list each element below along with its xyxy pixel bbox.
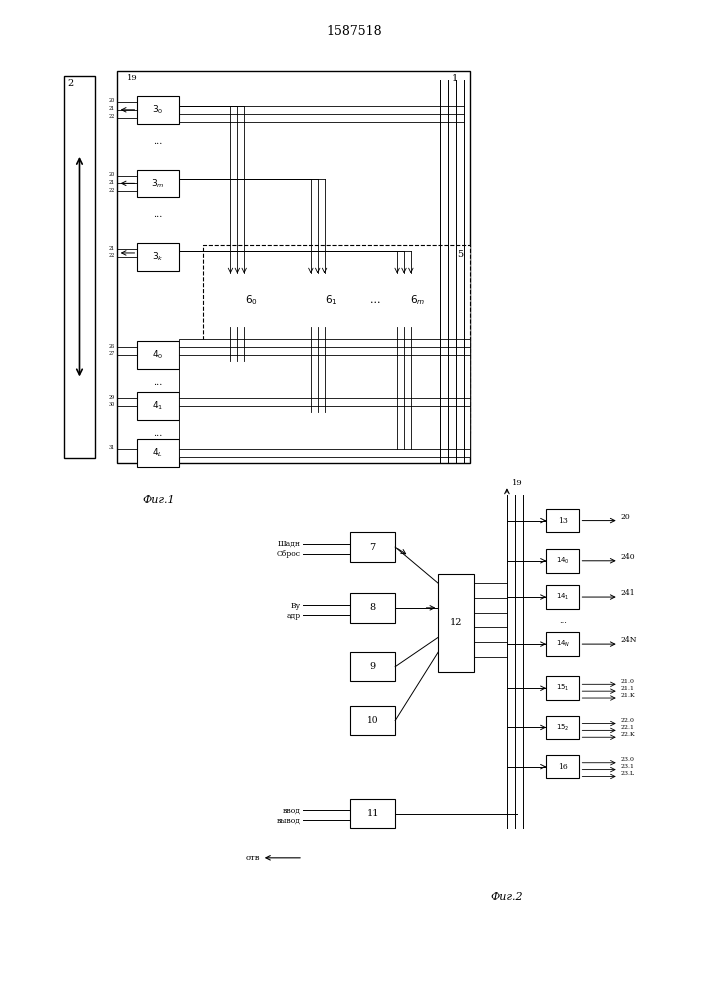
Text: 10: 10: [367, 716, 378, 725]
Text: $15_2$: $15_2$: [556, 722, 570, 733]
Text: 22: 22: [109, 253, 115, 258]
Text: $4_1$: $4_1$: [152, 400, 163, 412]
Text: 21: 21: [109, 106, 115, 111]
Text: 31: 31: [109, 445, 115, 450]
Text: 12: 12: [450, 618, 462, 627]
Text: $15_1$: $15_1$: [556, 683, 570, 693]
Bar: [350, 532, 395, 562]
Bar: [137, 170, 178, 197]
Text: 21.K: 21.K: [621, 693, 636, 698]
Text: 5: 5: [457, 250, 463, 259]
Text: 19: 19: [127, 74, 137, 82]
Text: 19: 19: [512, 479, 522, 487]
Bar: [203, 245, 469, 433]
Text: 22: 22: [109, 114, 115, 119]
Text: 7: 7: [370, 543, 375, 552]
Bar: [178, 339, 469, 457]
Text: Сброс: Сброс: [277, 550, 301, 558]
Text: 21.1: 21.1: [621, 686, 635, 691]
Bar: [137, 243, 178, 271]
Text: $4_L$: $4_L$: [153, 447, 163, 459]
Text: 13: 13: [558, 517, 568, 525]
Text: $14_0$: $14_0$: [556, 556, 570, 566]
Text: $6_1$: $6_1$: [325, 293, 338, 307]
Bar: [137, 439, 178, 467]
Bar: [546, 509, 580, 532]
Bar: [221, 273, 281, 327]
Text: Ву: Ву: [291, 602, 301, 610]
Text: 2: 2: [68, 79, 74, 88]
Text: $3_0$: $3_0$: [152, 104, 163, 116]
Text: $6_m$: $6_m$: [410, 293, 426, 307]
Bar: [546, 549, 580, 573]
Text: 22.0: 22.0: [621, 718, 635, 723]
Text: $4_0$: $4_0$: [152, 349, 163, 361]
Bar: [546, 585, 580, 609]
Text: 21.0: 21.0: [621, 679, 635, 684]
Text: ...: ...: [370, 295, 381, 305]
Bar: [546, 716, 580, 739]
Bar: [64, 76, 95, 458]
Text: 9: 9: [370, 662, 375, 671]
Text: ...: ...: [153, 210, 163, 219]
Bar: [301, 273, 362, 327]
Text: 11: 11: [366, 809, 379, 818]
Bar: [350, 706, 395, 735]
Text: 30: 30: [108, 402, 115, 407]
Bar: [117, 71, 469, 463]
Text: 241: 241: [621, 589, 636, 597]
Bar: [387, 273, 448, 327]
Bar: [546, 755, 580, 778]
Text: 22: 22: [109, 188, 115, 193]
Text: отв: отв: [245, 854, 260, 862]
Text: $6_0$: $6_0$: [245, 293, 257, 307]
Text: $3_m$: $3_m$: [151, 177, 165, 190]
Bar: [137, 341, 178, 369]
Text: 20: 20: [621, 513, 631, 521]
Text: ...: ...: [153, 429, 163, 438]
Text: Фиг.2: Фиг.2: [491, 892, 523, 902]
Text: $14_1$: $14_1$: [556, 592, 570, 602]
Bar: [546, 676, 580, 700]
Text: 1: 1: [452, 74, 458, 83]
Text: вывод: вывод: [277, 817, 301, 825]
Text: 22.K: 22.K: [621, 732, 636, 737]
Bar: [137, 96, 178, 124]
Text: 20: 20: [108, 172, 115, 177]
Bar: [137, 392, 178, 420]
Text: 26: 26: [109, 344, 115, 349]
Bar: [546, 632, 580, 656]
Text: 29: 29: [109, 395, 115, 400]
Text: $14_N$: $14_N$: [556, 639, 570, 649]
Text: ...: ...: [153, 378, 163, 387]
Bar: [438, 574, 474, 672]
Text: 20: 20: [108, 98, 115, 103]
Text: ...: ...: [153, 137, 163, 146]
Text: 240: 240: [621, 553, 636, 561]
Text: $3_k$: $3_k$: [152, 251, 164, 263]
Bar: [350, 652, 395, 681]
Text: 8: 8: [370, 603, 375, 612]
Text: 21: 21: [109, 246, 115, 251]
Text: 16: 16: [558, 763, 568, 771]
Text: 27: 27: [109, 351, 115, 356]
Text: 21: 21: [109, 180, 115, 185]
Text: 22.1: 22.1: [621, 725, 635, 730]
Bar: [350, 799, 395, 828]
Text: адр: адр: [287, 612, 301, 620]
Text: 1587518: 1587518: [326, 25, 382, 38]
Text: 24N: 24N: [621, 636, 637, 644]
Text: 23.L: 23.L: [621, 771, 635, 776]
Text: ввод: ввод: [283, 807, 301, 815]
Text: ...: ...: [559, 617, 567, 625]
Text: 23.0: 23.0: [621, 757, 635, 762]
Text: 23.1: 23.1: [621, 764, 635, 769]
Text: Фиг.1: Фиг.1: [143, 495, 175, 505]
Bar: [350, 593, 395, 623]
Text: Шадн: Шадн: [278, 540, 301, 548]
